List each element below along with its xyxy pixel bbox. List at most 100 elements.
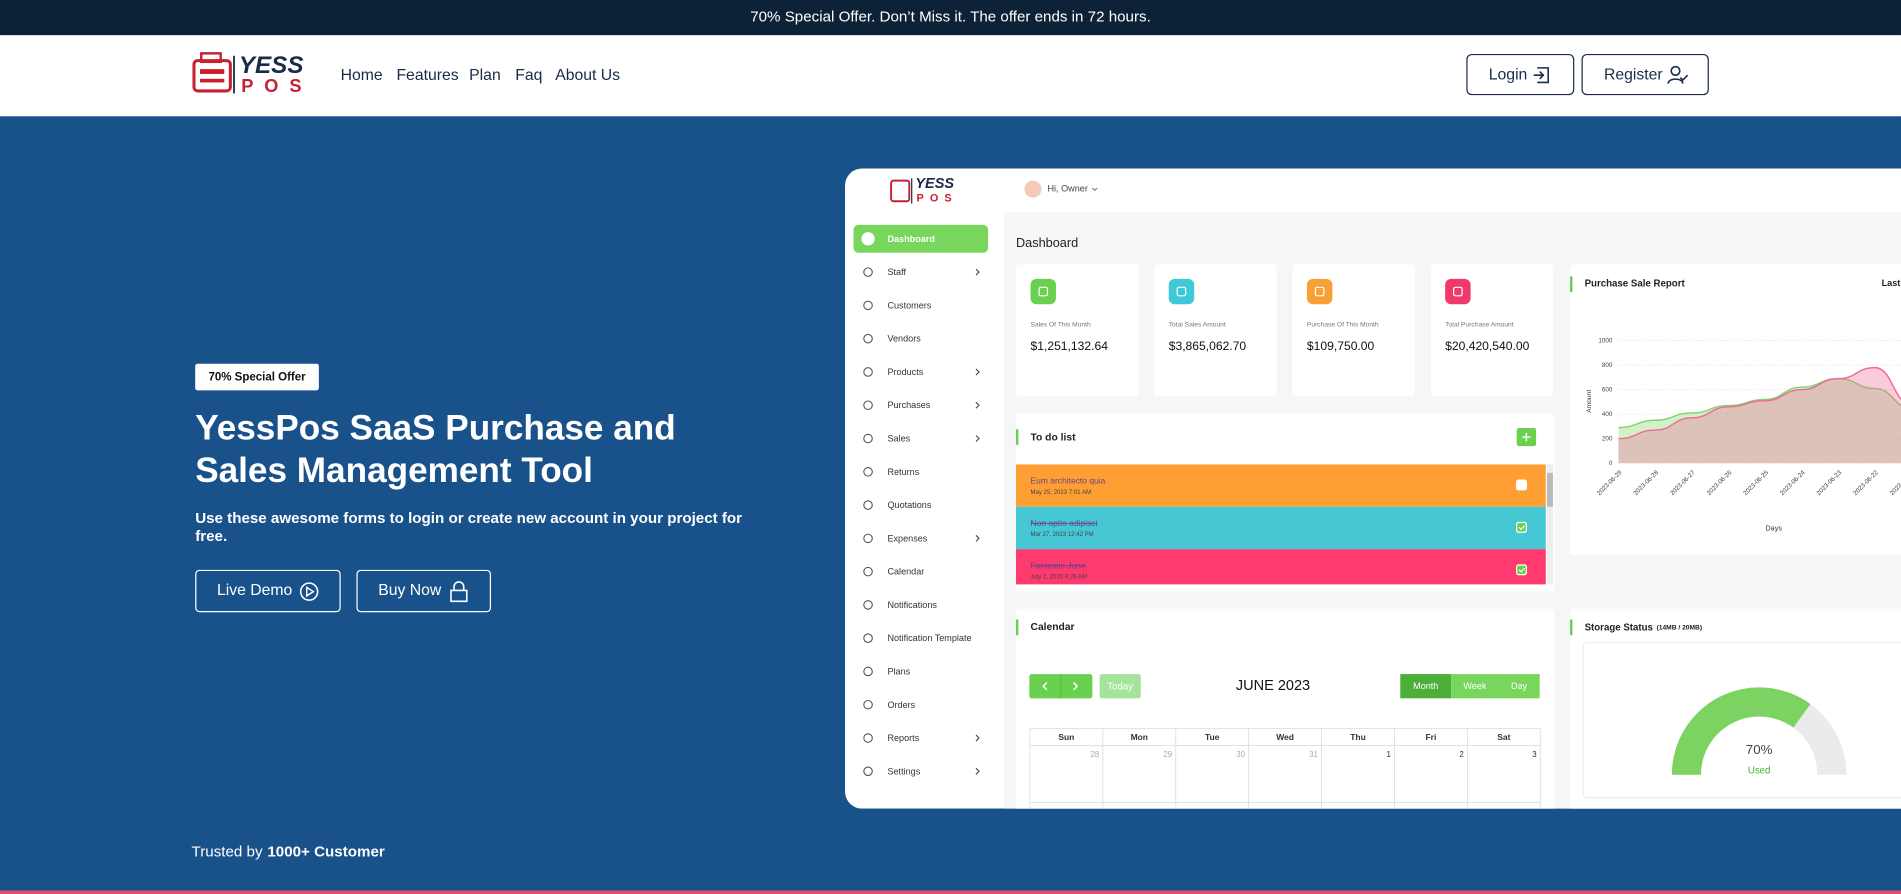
view-button[interactable] [1498,674,1540,699]
trusted-prefix: Trusted by [192,843,263,860]
dashboard-heading: Dashboard [1016,235,1078,250]
gauge-fill [1671,687,1811,775]
calendar-card [1015,608,1555,809]
view-label: Week [1463,681,1487,691]
weekday: Tue [1205,732,1220,742]
todo-checkbox[interactable] [1516,479,1527,491]
menu-item[interactable]: Dashboard [887,234,934,244]
greeting[interactable]: Hi, Owner [1047,184,1087,194]
logo-bottom: POS [241,76,312,96]
stat-icon [1445,278,1471,305]
menu-item[interactable]: Calendar [887,567,924,577]
menu-icon [863,500,873,510]
plus-icon [1522,432,1531,442]
login-label: Login [1489,66,1528,83]
stat-label: Total Purchase Amount [1445,322,1514,329]
todo-date: July 2, 2020 9:26 AM [1031,575,1087,581]
login-button[interactable] [1466,53,1575,96]
day-number[interactable]: 30 [1236,750,1245,759]
day-number[interactable]: 2 [1459,750,1463,759]
stat-label: Purchase Of This Month [1307,322,1379,329]
menu-icon [863,566,873,577]
storage-title-text: Storage Status [1585,622,1653,633]
day-number[interactable]: 29 [1163,750,1172,759]
menu-item[interactable]: Expenses [887,533,927,543]
menu-icon [863,300,873,311]
buy-now-button[interactable] [356,569,492,613]
report-card [1570,264,1901,556]
stat-value: $1,251,132.64 [1031,339,1109,353]
todo-date: May 25, 2023 7:01 AM [1031,490,1092,496]
menu-icon [863,733,873,743]
menu-item[interactable]: Reports [887,733,919,743]
weekday: Mon [1131,732,1148,742]
weekday: Sun [1058,732,1074,742]
menu-item[interactable]: Notifications [887,600,937,610]
menu-item[interactable]: Plans [887,666,910,676]
menu-icon [863,333,873,344]
avatar[interactable] [1024,180,1042,198]
report-range[interactable]: Last [1882,278,1901,288]
todo-checkbox[interactable] [1516,521,1527,533]
today-button[interactable] [1099,674,1141,699]
menu-item[interactable]: Sales [887,434,910,444]
day-number[interactable]: 28 [1090,750,1099,759]
nav-link[interactable]: About Us [555,67,620,84]
check [1518,567,1526,573]
scrollbar[interactable] [1546,464,1554,585]
nav-link[interactable]: Faq [515,67,542,84]
menu-item[interactable]: Returns [887,467,919,477]
todo-item[interactable] [1015,506,1546,550]
storage-title: Storage Status (14MB / 20MB) [1585,622,1703,633]
y-tick-label: 0 [1609,460,1613,467]
menu-item[interactable]: Notification Template [887,633,971,643]
live-demo-button[interactable] [195,569,341,613]
stat-icon-glyph [1176,286,1187,297]
menu-icon [863,699,873,710]
lock-icon [450,581,468,603]
stat-icon-glyph [1314,286,1325,297]
scrollbar-thumb[interactable] [1546,472,1554,507]
todo-title: Non optio adipisci [1031,518,1098,528]
register-button[interactable] [1581,53,1709,96]
chevrons [1042,682,1079,691]
gauge-caption: Used [1748,766,1771,777]
card-accent [1570,619,1573,636]
view-button[interactable] [1451,674,1499,699]
menu-item[interactable]: Orders [887,700,915,710]
nav-link[interactable]: Features [396,67,458,84]
menu-item[interactable]: Quotations [887,500,931,510]
card-accent [1570,276,1573,293]
menu-active-bg[interactable] [853,224,989,253]
todo-item[interactable] [1015,464,1546,507]
weekday: Fri [1426,732,1437,742]
submenu-chevron [975,368,980,376]
hero-title: YessPos SaaS Purchase and [195,409,676,448]
view-button[interactable] [1400,674,1452,699]
trusted-count: 1000+ Customer [267,843,385,860]
menu-item[interactable]: Purchases [887,400,930,410]
check [1518,525,1526,531]
stat-value: $20,420,540.00 [1445,339,1529,353]
menu-icon [863,467,873,477]
logo[interactable]: YESS POS [192,52,312,96]
menu-item[interactable]: Staff [887,267,906,277]
calendar-title: Calendar [1031,622,1075,633]
day-number[interactable]: 31 [1309,750,1318,759]
day-number[interactable]: 1 [1386,750,1390,759]
nav-link[interactable]: Plan [469,67,501,84]
menu-item[interactable]: Customers [887,300,931,310]
todo-item[interactable] [1015,549,1546,591]
x-axis-label: Days [1765,524,1782,533]
day-number[interactable]: 3 [1532,750,1537,759]
todo-checkbox[interactable] [1516,564,1527,576]
menu-item[interactable]: Settings [887,766,920,776]
menu-item[interactable]: Vendors [887,334,921,344]
menu-item[interactable]: Products [887,367,923,377]
banner [0,0,1901,36]
series-area [1618,378,1901,464]
nav-link[interactable]: Home [341,67,383,84]
dash-logo: YESS POS [890,176,954,205]
dashboard-preview: YESS POS Hi, Owner Dashboard Staff Custome… [845,168,1901,809]
